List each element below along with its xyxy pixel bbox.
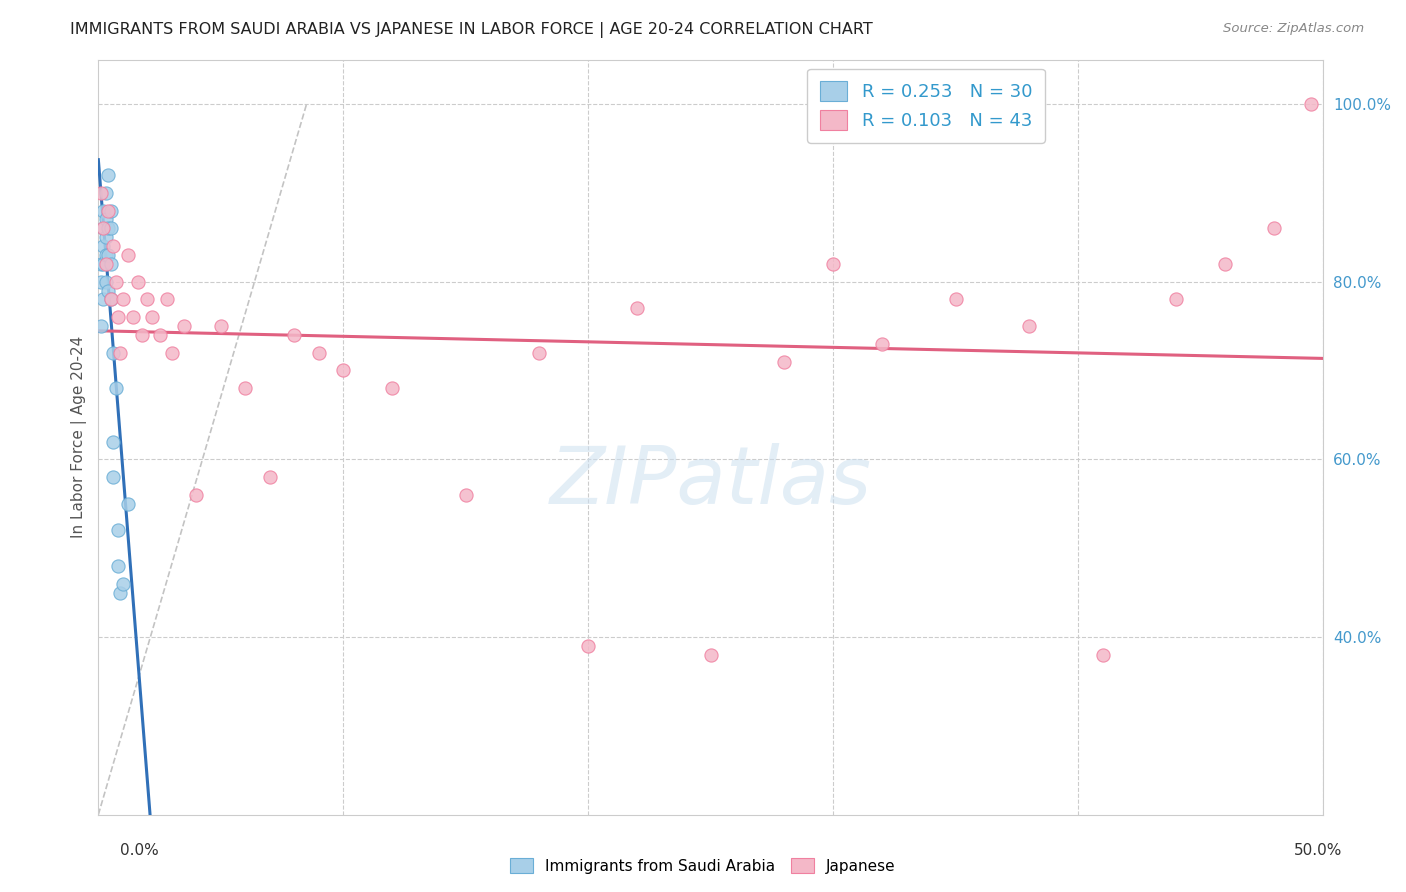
Point (529, 345, 551, 359)
Point (90, 186, 112, 200)
Point (141, 310, 163, 325)
Point (283, 327, 305, 342)
Point (117, 248, 139, 262)
Point (945, 293, 967, 307)
Point (100, 221, 122, 235)
Point (1263, 221, 1285, 235)
Point (94, 257, 117, 271)
Point (576, 639, 599, 653)
Text: 50.0%: 50.0% (1295, 843, 1343, 858)
Point (94, 186, 117, 200)
Point (110, 585, 132, 599)
Point (101, 239, 124, 253)
Point (149, 327, 172, 342)
Point (97, 284, 120, 298)
Point (101, 470, 124, 484)
Point (100, 203, 122, 218)
Point (121, 310, 143, 325)
Point (626, 301, 648, 316)
Point (97, 168, 120, 182)
Point (94, 275, 117, 289)
Point (872, 336, 894, 351)
Point (381, 381, 404, 395)
Point (97, 203, 120, 218)
Text: 0.0%: 0.0% (120, 843, 159, 858)
Point (111, 576, 134, 591)
Point (156, 293, 179, 307)
Legend: R = 0.253   N = 30, R = 0.103   N = 43: R = 0.253 N = 30, R = 0.103 N = 43 (807, 69, 1045, 143)
Point (107, 558, 129, 573)
Point (101, 434, 124, 449)
Point (101, 345, 124, 359)
Point (111, 293, 134, 307)
Point (91, 221, 114, 235)
Point (1018, 319, 1040, 334)
Y-axis label: In Labor Force | Age 20-24: In Labor Force | Age 20-24 (72, 336, 87, 538)
Point (1091, 648, 1114, 662)
Point (100, 257, 122, 271)
Point (209, 319, 232, 334)
Point (90, 257, 112, 271)
Point (104, 381, 127, 395)
Point (308, 345, 330, 359)
Point (90, 319, 112, 334)
Point (700, 648, 723, 662)
Legend: Immigrants from Saudi Arabia, Japanese: Immigrants from Saudi Arabia, Japanese (505, 852, 901, 880)
Point (107, 310, 129, 325)
Point (233, 381, 256, 395)
Point (90, 275, 112, 289)
Text: IMMIGRANTS FROM SAUDI ARABIA VS JAPANESE IN LABOR FORCE | AGE 20-24 CORRELATION : IMMIGRANTS FROM SAUDI ARABIA VS JAPANESE… (70, 22, 873, 38)
Point (173, 319, 195, 334)
Point (97, 221, 120, 235)
Point (160, 345, 183, 359)
Point (127, 275, 149, 289)
Point (94, 230, 117, 244)
Point (94, 212, 117, 227)
Text: Source: ZipAtlas.com: Source: ZipAtlas.com (1223, 22, 1364, 36)
Point (91, 257, 114, 271)
Point (823, 257, 845, 271)
Point (107, 524, 129, 538)
Point (454, 488, 477, 502)
Point (110, 345, 132, 359)
Point (94, 248, 117, 262)
Point (91, 221, 114, 235)
Point (1213, 257, 1236, 271)
Point (117, 497, 139, 511)
Point (91, 239, 114, 253)
Point (97, 248, 120, 262)
Point (104, 275, 127, 289)
Point (91, 293, 114, 307)
Point (773, 354, 796, 368)
Point (100, 293, 122, 307)
Point (131, 327, 153, 342)
Point (91, 203, 114, 218)
Text: ZIPatlas: ZIPatlas (550, 443, 872, 522)
Point (136, 293, 159, 307)
Point (100, 293, 122, 307)
Point (1299, 97, 1322, 112)
Point (1166, 293, 1188, 307)
Point (186, 488, 208, 502)
Point (332, 363, 354, 377)
Point (259, 470, 281, 484)
